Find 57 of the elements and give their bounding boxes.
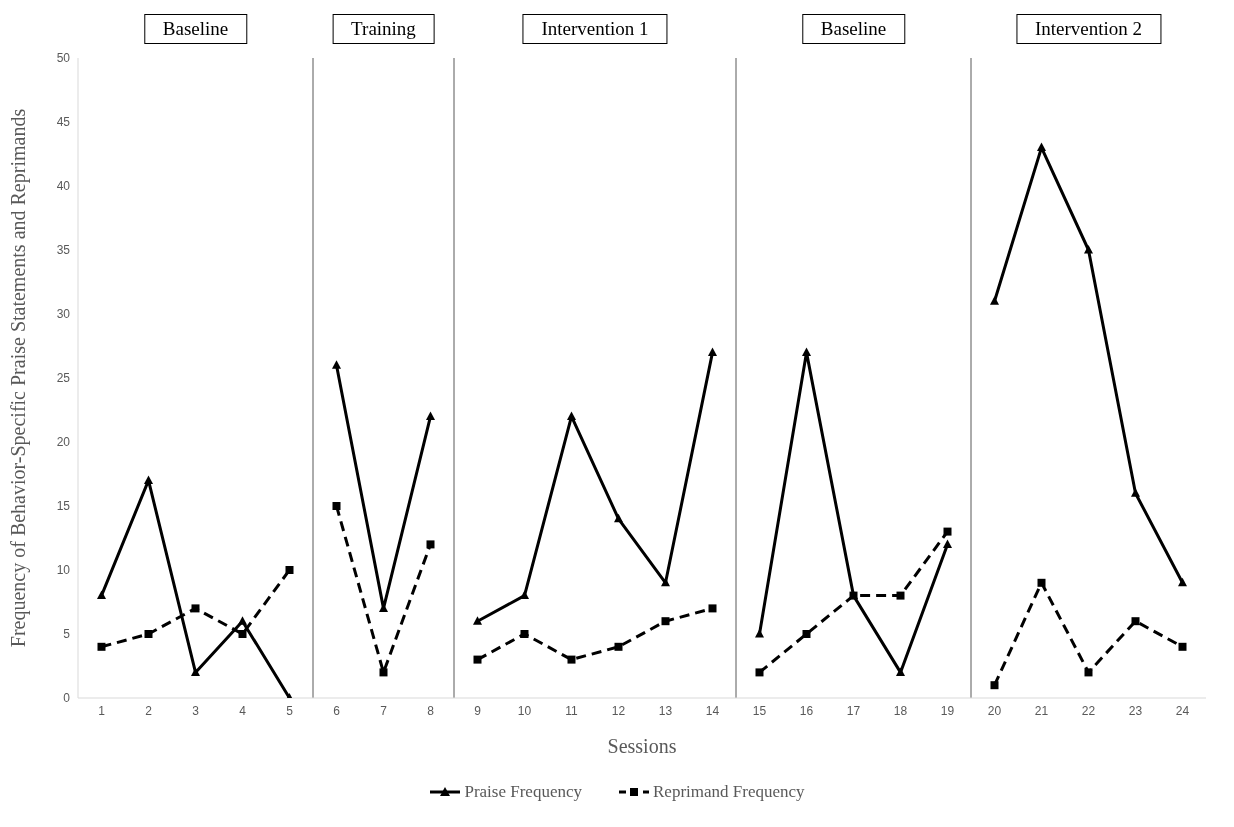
point	[191, 667, 200, 676]
point	[708, 347, 717, 356]
x-tick-label: 17	[846, 703, 861, 718]
point	[990, 296, 999, 305]
x-tick-label: 14	[705, 703, 720, 718]
point	[144, 475, 153, 484]
x-tick-label: 5	[286, 703, 294, 718]
y-tick-label: 50	[56, 51, 71, 66]
x-tick-label: 4	[239, 703, 247, 718]
y-tick-label: 45	[56, 115, 71, 130]
x-tick-label: 13	[658, 703, 673, 718]
y-tick-label: 40	[56, 179, 71, 194]
y-tick-label: 5	[63, 627, 71, 642]
y-tick-label: 25	[56, 371, 71, 386]
point	[1131, 617, 1140, 626]
x-tick-label: 10	[517, 703, 532, 718]
x-tick-label: 16	[799, 703, 814, 718]
y-tick-label: 35	[56, 243, 71, 258]
x-tick-label: 6	[333, 703, 341, 718]
point	[1084, 668, 1093, 677]
point	[1037, 578, 1046, 587]
y-tick-label: 15	[56, 499, 71, 514]
x-tick-label: 7	[380, 703, 388, 718]
x-tick-label: 12	[611, 703, 626, 718]
y-tick-label: 0	[63, 691, 71, 706]
x-tick-label: 22	[1081, 703, 1096, 718]
x-tick-label: 24	[1175, 703, 1190, 718]
y-tick-label: 20	[56, 435, 71, 450]
text: Baseline	[143, 14, 248, 44]
x-tick-label: 20	[987, 703, 1002, 718]
text: Intervention 2	[1015, 14, 1162, 44]
x-tick-label: 23	[1128, 703, 1143, 718]
point	[1131, 488, 1140, 497]
x-tick-label: 2	[145, 703, 153, 718]
x-tick-label: 15	[752, 703, 767, 718]
text: Intervention 1	[522, 14, 668, 44]
text: Training	[332, 14, 435, 44]
y-tick-label: 10	[56, 563, 71, 578]
y-tick-label: 30	[56, 307, 71, 322]
legend-label: Praise Frequency	[463, 782, 582, 802]
point	[990, 681, 999, 690]
point	[1178, 642, 1187, 651]
x-tick-label: 1	[98, 703, 106, 718]
x-tick-label: 19	[940, 703, 955, 718]
legend-label: Reprimand Frequency	[652, 782, 805, 802]
x-tick-label: 11	[565, 703, 579, 718]
text: Baseline	[801, 14, 906, 44]
point	[1084, 245, 1093, 254]
x-tick-label: 9	[474, 703, 482, 718]
point	[1037, 142, 1046, 152]
y-axis-title: Frequency of Behavior-Specific Praise Statements and Reprimands	[7, 108, 31, 648]
x-axis-title: Sessions	[607, 735, 677, 757]
x-tick-label: 8	[427, 703, 435, 718]
point	[1178, 577, 1187, 587]
x-tick-label: 3	[192, 703, 200, 718]
x-tick-label: 21	[1034, 703, 1049, 718]
x-tick-label: 18	[893, 703, 908, 718]
